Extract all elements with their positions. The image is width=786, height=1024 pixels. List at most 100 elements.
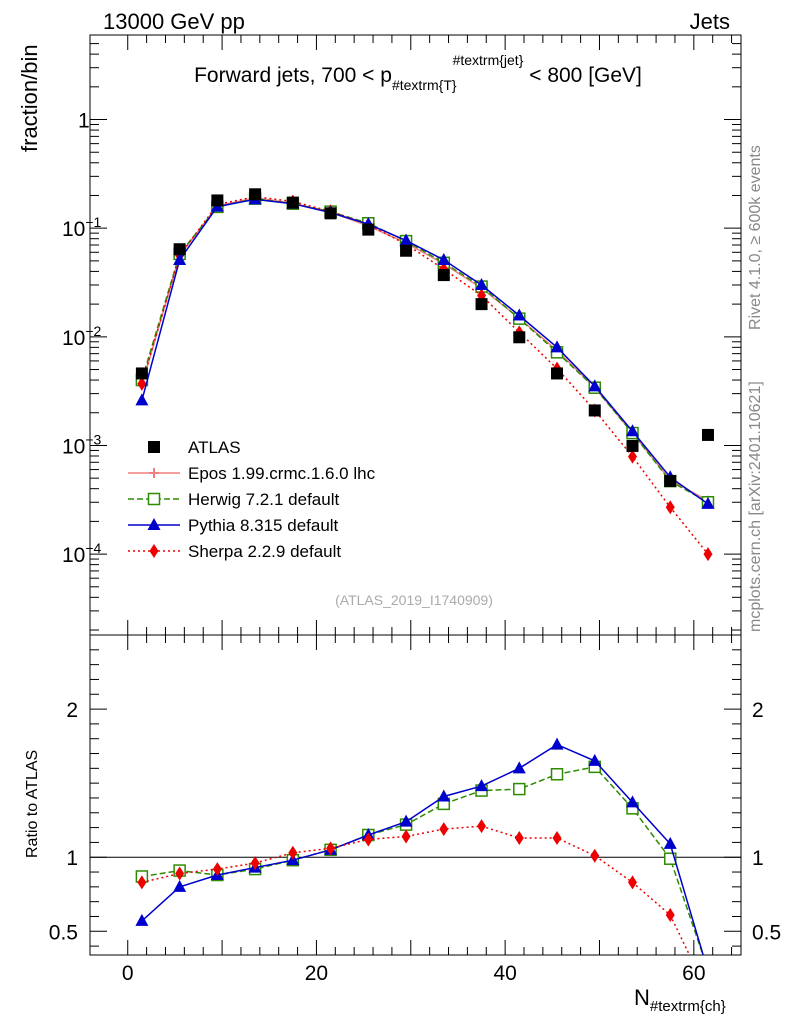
ratio-point xyxy=(514,830,524,845)
ratio-point xyxy=(552,830,562,845)
ratio-point xyxy=(137,875,147,890)
ratio-point xyxy=(550,768,564,781)
y-tick-label: 1 xyxy=(78,110,90,133)
series-line xyxy=(141,198,709,505)
legend-marker xyxy=(149,468,159,478)
ratio-point xyxy=(250,856,260,871)
data-point xyxy=(437,269,450,282)
data-point xyxy=(135,367,148,380)
data-point xyxy=(399,233,413,246)
data-point xyxy=(588,404,601,417)
data-point xyxy=(475,277,489,290)
x-tick-label: 20 xyxy=(305,962,328,985)
mcplots-label: mcplots.cern.ch [arXiv:2401.10621] xyxy=(747,381,764,632)
main-series xyxy=(135,188,715,562)
main-panel: 1 10−1 10−2 10−3 10−4 Forward jets, 700 < p#… xyxy=(17,34,742,636)
legend-label: ATLAS xyxy=(188,438,241,457)
data-point xyxy=(173,243,186,256)
ratio-point xyxy=(626,795,639,808)
data-point xyxy=(626,424,639,437)
data-point xyxy=(703,547,713,562)
ratio-point xyxy=(665,908,675,922)
ratio-y-tick-label-right: 1 xyxy=(752,847,764,870)
ratio-y-tick-label-right: 2 xyxy=(752,699,764,722)
ratio-axis-ticks: 0.5 0.51 12 20 20 40 60 xyxy=(49,635,781,985)
legend-label: Herwig 7.2.1 default xyxy=(188,490,339,509)
energy-label: 13000 GeV pp xyxy=(103,9,245,34)
data-point xyxy=(628,449,637,464)
legend-entry: Sherpa 2.2.9 default xyxy=(128,542,341,561)
data-point xyxy=(550,340,564,353)
data-point xyxy=(437,252,451,265)
x-tick-label: 0 xyxy=(122,962,134,985)
data-point xyxy=(475,298,488,311)
x-tick-label: 40 xyxy=(493,962,516,985)
ratio-point xyxy=(363,832,373,847)
data-point xyxy=(286,196,299,209)
ratio-line xyxy=(141,825,691,955)
legend-marker xyxy=(147,492,161,506)
ratio-point xyxy=(513,782,526,796)
data-point xyxy=(512,308,526,321)
data-point xyxy=(588,379,602,392)
legend-entry: Pythia 8.315 default xyxy=(128,516,339,535)
ratio-point xyxy=(437,789,451,802)
y-tick-label: 10−1 xyxy=(62,214,102,241)
ratio-y-tick-label: 2 xyxy=(66,699,78,722)
y-tick-label: 10−2 xyxy=(62,323,102,350)
data-point xyxy=(211,194,224,207)
ratio-frame xyxy=(89,634,742,956)
legend-marker xyxy=(147,518,161,530)
ratio-point xyxy=(439,822,449,837)
ratio-series-pythia xyxy=(135,737,704,955)
legend-entry: Herwig 7.2.1 default xyxy=(128,490,339,509)
legend-entry: ATLAS xyxy=(148,438,241,457)
ratio-point xyxy=(175,866,185,881)
ratio-point xyxy=(663,836,677,849)
ratio-point xyxy=(590,848,600,863)
ratio-y-tick-label-right: 0.5 xyxy=(752,921,781,944)
ratio-series-group xyxy=(135,737,704,955)
ratio-series-herwig xyxy=(135,760,704,955)
ratio-point xyxy=(475,779,489,792)
legend-entry: Epos 1.99.crmc.1.6.0 lhc xyxy=(128,464,376,483)
ratio-y-tick-label: 0.5 xyxy=(49,921,78,944)
series-herwig xyxy=(135,192,715,509)
series-pythia xyxy=(135,192,715,509)
main-ylabel: fraction/bin xyxy=(17,44,42,152)
analysis-label: (ATLAS_2019_I1740909) xyxy=(335,592,493,608)
ratio-point xyxy=(399,814,413,827)
data-point xyxy=(249,188,262,201)
ratio-line xyxy=(141,743,704,955)
x-tick-label: 60 xyxy=(682,962,705,985)
series-epos xyxy=(136,192,713,506)
ratio-point xyxy=(288,845,298,860)
series-atlas xyxy=(135,188,714,488)
data-point xyxy=(664,475,677,488)
ratio-point xyxy=(512,761,526,774)
data-point xyxy=(551,367,564,380)
ratio-point xyxy=(135,913,149,926)
data-point xyxy=(701,496,715,509)
ratio-point xyxy=(212,862,222,877)
data-point xyxy=(137,376,147,391)
legend-label: Pythia 8.315 default xyxy=(188,516,339,535)
data-point xyxy=(626,439,639,452)
legend-label: Sherpa 2.2.9 default xyxy=(188,542,341,561)
legend-marker xyxy=(148,441,160,453)
process-label: Jets xyxy=(690,9,730,34)
legend-marker xyxy=(149,544,159,558)
data-point xyxy=(324,207,337,220)
series-line xyxy=(141,195,709,555)
ratio-ylabel: Ratio to ATLAS xyxy=(24,750,41,858)
ratio-point xyxy=(477,819,487,834)
ratio-point xyxy=(663,852,677,865)
data-point xyxy=(400,244,413,257)
ratio-point xyxy=(173,879,187,892)
legend: ATLAS Epos 1.99.crmc.1.6.0 lhc Herwig 7.2.… xyxy=(128,438,376,561)
ratio-point xyxy=(326,841,336,856)
data-point xyxy=(665,500,675,515)
y-tick-label: 10−4 xyxy=(62,540,102,567)
data-point xyxy=(173,252,187,265)
